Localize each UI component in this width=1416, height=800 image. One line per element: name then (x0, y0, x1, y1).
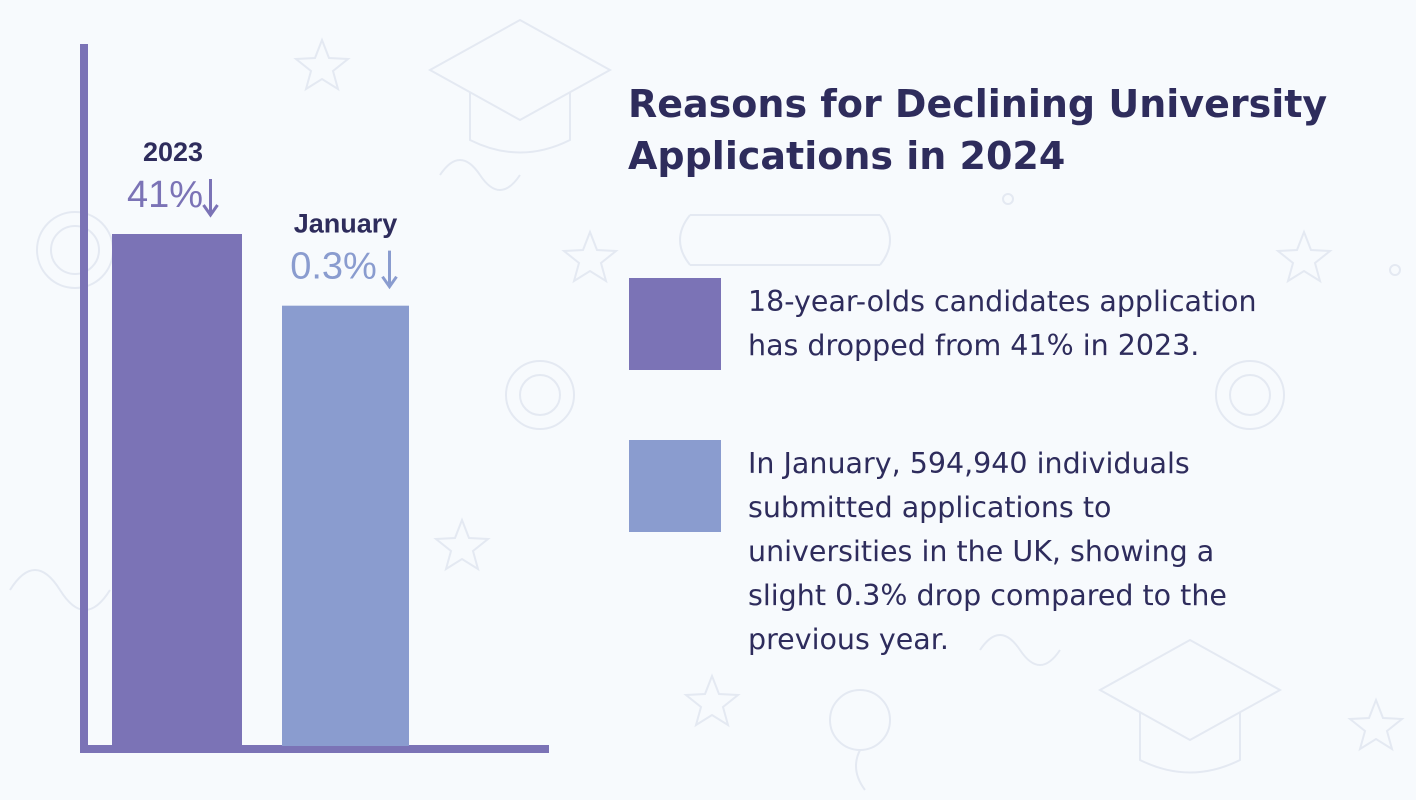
balloon-doodle-icon (855, 749, 866, 791)
value-label-2023: 41% (127, 174, 203, 216)
page-title-line-2: Applications in 2024 (628, 134, 1066, 178)
legend-january-line-2: submitted applications to (748, 491, 1112, 524)
star-doodle-icon (561, 229, 619, 284)
star-doodle-icon (1347, 697, 1405, 752)
page-title: Reasons for Declining University Applica… (628, 78, 1388, 182)
graduation-cap-doodle-icon (427, 18, 613, 154)
down-arrow-icon (381, 250, 398, 290)
legend-january-line-3: universities in the UK, showing a (748, 535, 1215, 568)
scroll-doodle-icon (679, 214, 891, 266)
bar-january (282, 305, 409, 746)
legend-2023-line-1: 18-year-olds candidates application (748, 285, 1257, 318)
legend-swatch-2023 (629, 278, 721, 370)
balloon-doodle-icon (829, 689, 891, 751)
legend-january-line-1: In January, 594,940 individuals (748, 447, 1190, 480)
legend-january-line-5: previous year. (748, 623, 949, 656)
legend-text-2023: 18-year-olds candidates application has … (748, 280, 1358, 368)
star-doodle-icon (1275, 229, 1333, 284)
medal-doodle-icon (505, 360, 575, 430)
graduation-cap-doodle-icon (1097, 638, 1283, 774)
swirl-doodle-icon (439, 159, 521, 191)
dot-doodle-icon (1002, 193, 1014, 205)
legend-swatch-january (629, 440, 721, 532)
bar-chart: 41% 2023 0.3% January (80, 44, 549, 753)
medal-doodle-icon (1215, 360, 1285, 430)
swirl-doodle-icon (9, 569, 111, 611)
swirl-doodle-icon (979, 634, 1061, 666)
medal-doodle-icon (50, 225, 100, 275)
category-label-january: January (294, 209, 398, 239)
bar-2023 (112, 234, 242, 746)
star-doodle-icon (293, 37, 351, 92)
page-title-line-1: Reasons for Declining University (628, 82, 1328, 126)
category-label-2023: 2023 (143, 137, 203, 167)
down-arrow-icon (202, 179, 219, 218)
legend-text-january: In January, 594,940 individuals submitte… (748, 442, 1358, 662)
legend-2023-line-2: has dropped from 41% in 2023. (748, 329, 1200, 362)
star-doodle-icon (683, 673, 741, 728)
star-doodle-icon (433, 517, 491, 572)
medal-doodle-icon (1229, 374, 1271, 416)
dot-doodle-icon (1389, 264, 1401, 276)
value-label-january: 0.3% (290, 246, 377, 288)
medal-doodle-icon (519, 374, 561, 416)
legend-january-line-4: slight 0.3% drop compared to the (748, 579, 1227, 612)
